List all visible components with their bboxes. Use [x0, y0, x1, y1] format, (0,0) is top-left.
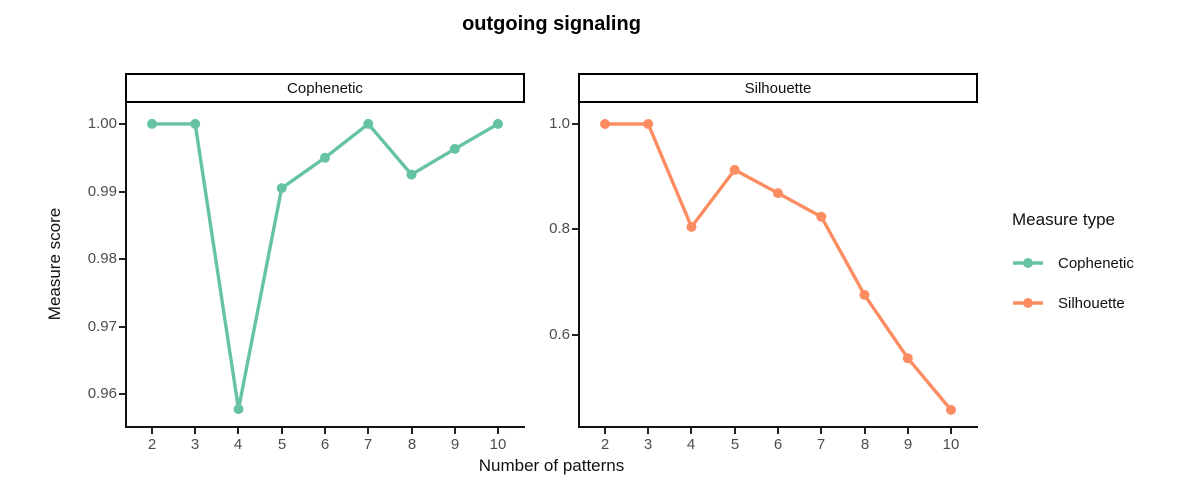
x-tick-mark [690, 428, 692, 434]
y-tick-label: 0.97 [87, 318, 117, 335]
y-tick-mark [119, 326, 125, 328]
x-tick-mark [194, 428, 196, 434]
y-axis-title: Measure score [45, 207, 64, 321]
data-point [816, 211, 827, 222]
y-tick-label: 1.00 [87, 115, 117, 132]
x-tick-label: 9 [903, 436, 913, 453]
data-point [320, 152, 330, 163]
x-tick-mark [950, 428, 952, 434]
data-point [729, 164, 740, 175]
y-tick-label: 1.0 [549, 115, 570, 132]
y-axis-line [578, 103, 580, 428]
data-point [449, 143, 460, 154]
facet-panel-cophenetic: Cophenetic 1.00 0.99 0.98 0.97 0.96 2 3 4 5 6 7 8 9 1… [88, 73, 525, 463]
y-tick-mark [119, 258, 125, 260]
x-axis-line [125, 426, 525, 428]
y-tick-mark [572, 228, 578, 230]
plot-area [578, 103, 978, 426]
x-tick-mark [324, 428, 326, 434]
data-point [946, 404, 956, 415]
series-line-silhouette [605, 122, 953, 411]
x-tick-label: 3 [190, 436, 200, 453]
data-point [147, 118, 157, 129]
data-point [406, 169, 417, 180]
x-tick-mark [734, 428, 736, 434]
x-tick-mark [647, 428, 649, 434]
x-tick-mark [820, 428, 822, 434]
x-tick-label: 4 [686, 436, 696, 453]
data-point [493, 118, 503, 129]
x-tick-label: 7 [363, 436, 373, 453]
x-tick-label: 4 [233, 436, 243, 453]
x-tick-label: 10 [942, 436, 960, 453]
y-tick-mark [572, 123, 578, 125]
x-tick-label: 3 [643, 436, 653, 453]
y-axis-line [125, 103, 127, 428]
x-tick-label: 9 [450, 436, 460, 453]
x-tick-label: 2 [600, 436, 610, 453]
facet-panel-silhouette: Silhouette 1.0 0.8 0.6 2 3 4 5 6 7 8 9 10 [549, 73, 978, 463]
legend-entry-label: Silhouette [1058, 294, 1125, 312]
facet-strip-label: Cophenetic [287, 79, 363, 97]
x-axis-line [578, 426, 978, 428]
data-point [233, 404, 244, 415]
y-tick-mark [119, 123, 125, 125]
x-tick-label: 2 [147, 436, 157, 453]
y-tick-mark [572, 334, 578, 336]
y-tick-label: 0.98 [87, 250, 117, 267]
y-tick-mark [119, 393, 125, 395]
data-point [276, 183, 287, 194]
legend-title: Measure type [1012, 210, 1115, 229]
x-tick-label: 8 [407, 436, 417, 453]
x-tick-label: 6 [773, 436, 783, 453]
series-line-cophenetic [152, 122, 499, 411]
x-tick-label: 5 [277, 436, 287, 453]
plot-svg [600, 119, 956, 415]
legend-entry-label: Cophenetic [1058, 254, 1134, 272]
x-tick-mark [367, 428, 369, 434]
data-point [643, 119, 654, 129]
x-tick-mark [281, 428, 283, 434]
x-axis-title: Number of patterns [478, 456, 625, 475]
legend-entry: Silhouette [1012, 292, 1134, 314]
legend-entry: Cophenetic [1012, 252, 1134, 274]
data-point [859, 289, 870, 300]
x-tick-label: 6 [320, 436, 330, 453]
facet-strip: Silhouette [578, 73, 978, 103]
data-point [773, 188, 783, 199]
x-tick-mark [454, 428, 456, 434]
facet-strip: Cophenetic [125, 73, 525, 103]
x-tick-mark [864, 428, 866, 434]
y-tick-label: 0.6 [549, 326, 570, 343]
data-point [600, 119, 610, 129]
plot-area [125, 103, 525, 426]
x-tick-mark [411, 428, 413, 434]
x-tick-mark [604, 428, 606, 434]
y-tick-label: 0.96 [87, 385, 117, 402]
legend-key-cophenetic [1013, 258, 1043, 268]
data-point [686, 221, 697, 232]
chart-title: outgoing signaling [462, 13, 641, 35]
x-tick-mark [907, 428, 909, 434]
data-point [363, 118, 374, 129]
x-tick-label: 8 [860, 436, 870, 453]
y-tick-label: 0.8 [549, 220, 570, 237]
data-point [190, 118, 201, 129]
facet-strip-label: Silhouette [744, 79, 812, 97]
legend-key-silhouette [1013, 298, 1043, 308]
plot-svg [147, 118, 503, 415]
x-tick-mark [237, 428, 239, 434]
legend: Measure type Cophenetic Silhouette [1012, 210, 1134, 332]
x-tick-mark [151, 428, 153, 434]
y-tick-label: 0.99 [87, 183, 117, 200]
data-point [902, 353, 913, 364]
x-tick-mark [777, 428, 779, 434]
x-tick-label: 10 [489, 436, 507, 453]
x-tick-label: 7 [816, 436, 826, 453]
y-tick-mark [119, 191, 125, 193]
x-tick-label: 5 [730, 436, 740, 453]
x-tick-mark [497, 428, 499, 434]
